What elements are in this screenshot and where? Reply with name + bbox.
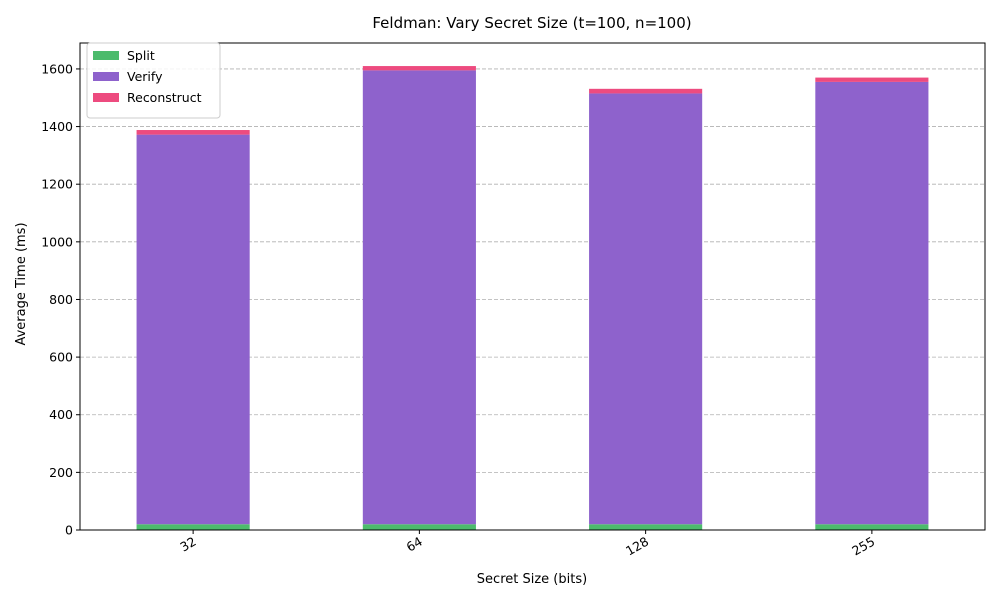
chart-title: Feldman: Vary Secret Size (t=100, n=100) — [372, 14, 691, 32]
bar-reconstruct-64 — [362, 66, 476, 71]
x-tick-label: 128 — [623, 534, 651, 559]
bar-reconstruct-128 — [589, 88, 703, 94]
y-axis-label: Average Time (ms) — [14, 222, 29, 345]
y-tick-label: 200 — [49, 465, 73, 480]
legend-label-reconstruct: Reconstruct — [127, 90, 202, 105]
x-tick-label: 32 — [177, 534, 198, 555]
bar-verify-32 — [136, 134, 250, 525]
legend-swatch-reconstruct — [93, 93, 119, 102]
plot-frame — [79, 42, 986, 531]
bar-verify-64 — [362, 70, 476, 525]
legend: Split Verify Reconstruct — [86, 42, 221, 119]
y-tick-label: 1200 — [41, 177, 73, 192]
legend-swatch-verify — [93, 72, 119, 81]
y-tick-label: 800 — [49, 292, 73, 307]
x-axis-label: Secret Size (bits) — [477, 572, 587, 587]
bars-layer — [136, 66, 929, 530]
bar-split-32 — [136, 524, 250, 530]
legend-swatch-split — [93, 51, 119, 60]
bar-split-64 — [362, 524, 476, 530]
x-tick-label: 255 — [849, 534, 877, 559]
bar-verify-255 — [815, 81, 929, 525]
bar-verify-128 — [589, 93, 703, 525]
ticks-layer: 0 200 400 600 800 1000 1200 1400 1600 32 64 128 255 — [41, 61, 877, 558]
legend-label-verify: Verify — [127, 69, 163, 84]
bar-reconstruct-32 — [136, 130, 250, 135]
x-tick-label: 64 — [404, 534, 425, 555]
y-tick-label: 1400 — [41, 119, 73, 134]
legend-label-split: Split — [127, 48, 155, 63]
y-tick-label: 1000 — [41, 234, 73, 249]
y-tick-label: 600 — [49, 350, 73, 365]
bar-reconstruct-255 — [815, 77, 929, 82]
y-tick-label: 1600 — [41, 61, 73, 76]
axes-layer — [79, 42, 986, 531]
legend-box — [86, 42, 221, 119]
y-tick-label: 0 — [65, 523, 73, 538]
bar-split-128 — [589, 524, 703, 530]
y-tick-label: 400 — [49, 407, 73, 422]
bar-split-255 — [815, 524, 929, 530]
